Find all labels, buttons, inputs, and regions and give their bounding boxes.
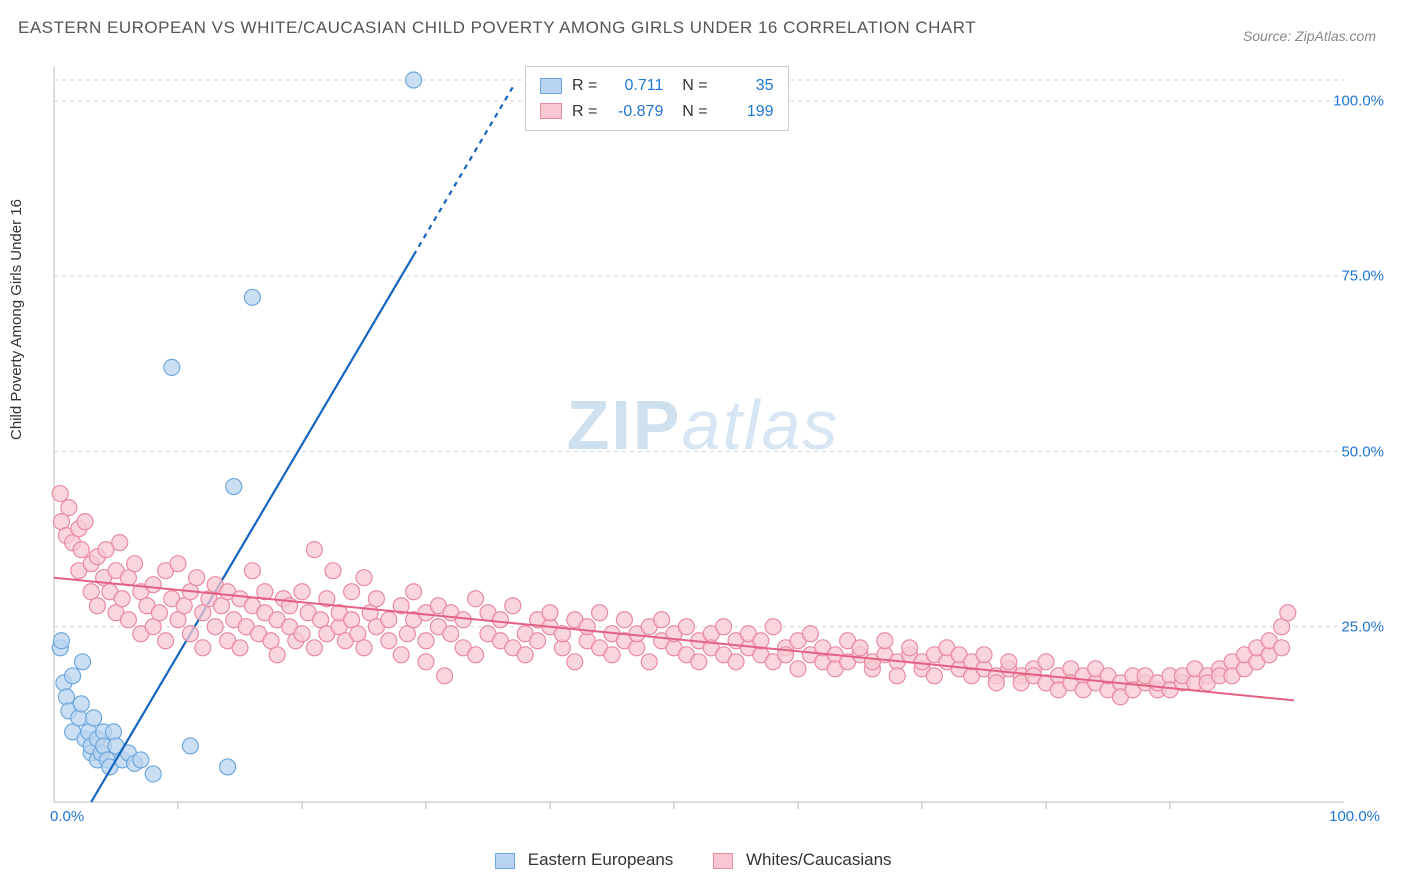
bottom-legend-swatch-1 (495, 853, 515, 869)
legend-n-value-2: 199 (718, 99, 774, 125)
legend-r-label: R = (572, 73, 597, 99)
plot-area (48, 62, 1348, 822)
bottom-legend-item-2: Whites/Caucasians (713, 850, 891, 870)
legend-r-value-1: 0.711 (607, 73, 663, 99)
bottom-legend-label-1: Eastern Europeans (528, 850, 674, 869)
y-axis-label: Child Poverty Among Girls Under 16 (8, 199, 25, 440)
legend-row-series-2: R = -0.879 N = 199 (540, 99, 774, 125)
legend-n-value-1: 35 (718, 73, 774, 99)
bottom-legend-item-1: Eastern Europeans (495, 850, 673, 870)
y-tick-label: 50.0% (1341, 443, 1384, 460)
chart-title: EASTERN EUROPEAN VS WHITE/CAUCASIAN CHIL… (18, 18, 976, 38)
correlation-legend: R = 0.711 N = 35 R = -0.879 N = 199 (525, 66, 789, 131)
y-tick-label: 75.0% (1341, 268, 1384, 285)
legend-row-series-1: R = 0.711 N = 35 (540, 73, 774, 99)
legend-r-label: R = (572, 99, 597, 125)
legend-n-label: N = (673, 73, 707, 99)
legend-r-value-2: -0.879 (607, 99, 663, 125)
legend-swatch-2 (540, 103, 562, 119)
x-tick-label-min: 0.0% (50, 808, 84, 825)
chart-svg (48, 62, 1348, 822)
y-tick-label: 100.0% (1333, 93, 1384, 110)
x-tick-label-max: 100.0% (1329, 808, 1380, 825)
bottom-legend-label-2: Whites/Caucasians (746, 850, 892, 869)
source-attribution: Source: ZipAtlas.com (1243, 28, 1376, 44)
bottom-legend-swatch-2 (713, 853, 733, 869)
y-tick-label: 25.0% (1341, 618, 1384, 635)
legend-n-label: N = (673, 99, 707, 125)
bottom-legend: Eastern Europeans Whites/Caucasians (495, 850, 892, 870)
legend-swatch-1 (540, 78, 562, 94)
